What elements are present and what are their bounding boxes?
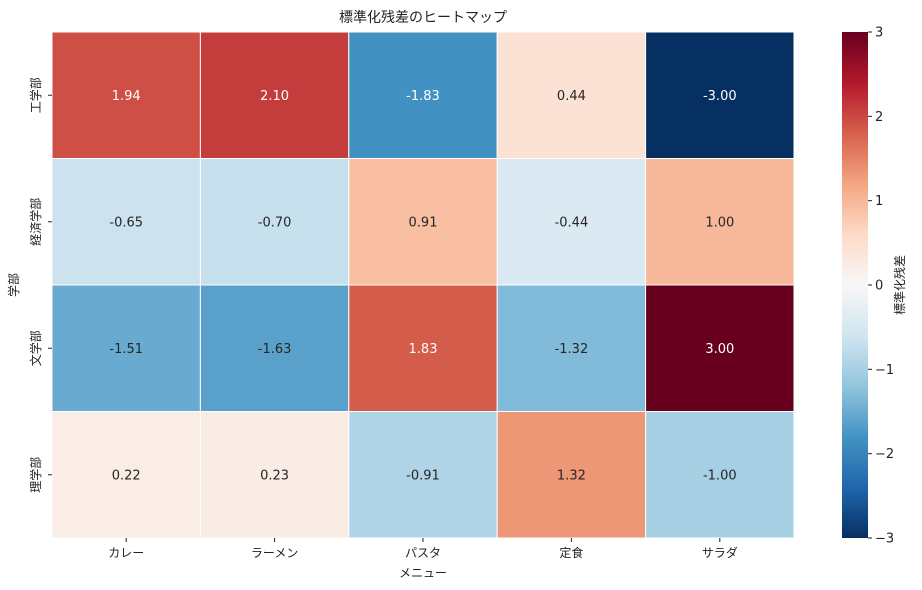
- heatmap-cell: [199, 31, 350, 159]
- cell-value-label: -0.91: [406, 468, 440, 483]
- heatmap-cell: [199, 411, 350, 539]
- cell-value-label: -1.51: [109, 342, 143, 357]
- cell-value-label: 0.91: [409, 215, 438, 230]
- heatmap-cell: [496, 284, 647, 412]
- colorbar-tick-label: 1: [875, 194, 883, 209]
- heatmap-cell: [496, 411, 647, 539]
- heatmap-cell: [348, 31, 498, 159]
- x-tick-label: パスタ: [405, 546, 441, 560]
- cell-value-label: -1.00: [703, 468, 737, 483]
- colorbar-tick-group: 3 2 1 0 −1 −2 −3: [868, 26, 894, 547]
- x-tick-label: サラダ: [702, 545, 738, 560]
- cell-value-label: 3.00: [705, 342, 734, 357]
- cell-value-label: 1.83: [409, 342, 438, 357]
- heatmap-cell: [645, 284, 795, 412]
- cell-value-label: -0.65: [109, 215, 143, 230]
- cell-value-label: -3.00: [703, 89, 737, 104]
- x-axis-label: メニュー: [399, 566, 447, 580]
- colorbar-tick-label: 3: [875, 26, 883, 41]
- y-tick-label: 工学部: [28, 77, 43, 113]
- cell-value-label: -1.63: [258, 342, 292, 357]
- chart-title: 標準化残差のヒートマップ: [339, 10, 507, 26]
- colorbar-tick-label: 2: [875, 110, 883, 125]
- y-tick-label: 経済学部: [28, 198, 43, 246]
- y-tick-label: 理学部: [28, 457, 43, 493]
- heatmap-cell: [645, 158, 795, 286]
- cell-value-label: 1.00: [705, 215, 734, 230]
- x-tick-label: ラーメン: [251, 546, 299, 560]
- heatmap-cell: [51, 158, 201, 286]
- y-axis-label: 学部: [6, 273, 21, 297]
- cell-value-label: -1.83: [406, 89, 440, 104]
- heatmap-cell: [645, 31, 795, 159]
- cell-value-label: 1.94: [112, 89, 141, 104]
- heatmap-cell: [496, 31, 647, 159]
- y-tick-label: 文学部: [28, 330, 43, 366]
- heatmap-cell: [348, 284, 498, 412]
- cell-value-label: -0.70: [258, 215, 292, 230]
- cell-value-label: -1.32: [555, 342, 589, 357]
- x-tick-label: 定食: [559, 545, 583, 560]
- colorbar-tick-label: −2: [875, 447, 894, 462]
- cell-value-label: 0.44: [557, 89, 586, 104]
- heatmap-cell: [348, 411, 498, 539]
- heatmap-cell: [51, 31, 201, 159]
- heatmap-cells: 1.94 2.10 -1.83 0.44 -3.00 -0.65 -0.70 0.91 -0.4…: [51, 31, 795, 539]
- cell-value-label: 2.10: [260, 89, 289, 104]
- colorbar: [842, 32, 868, 538]
- colorbar-tick-label: 0: [875, 279, 883, 294]
- x-tick-label: カレー: [108, 546, 144, 560]
- cell-value-label: 0.23: [260, 468, 289, 483]
- x-tick-group: カレー ラーメン パスタ 定食 サラダ: [108, 538, 738, 560]
- cell-value-label: 0.22: [112, 468, 141, 483]
- heatmap-cell: [645, 411, 795, 539]
- colorbar-tick-label: −3: [875, 532, 894, 547]
- colorbar-tick-label: −1: [875, 363, 894, 378]
- colorbar-label: 標準化残差: [892, 255, 907, 315]
- cell-value-label: -0.44: [555, 215, 589, 230]
- cell-value-label: 1.32: [557, 468, 586, 483]
- heatmap-cell: [199, 284, 350, 412]
- heatmap-cell: [348, 158, 498, 286]
